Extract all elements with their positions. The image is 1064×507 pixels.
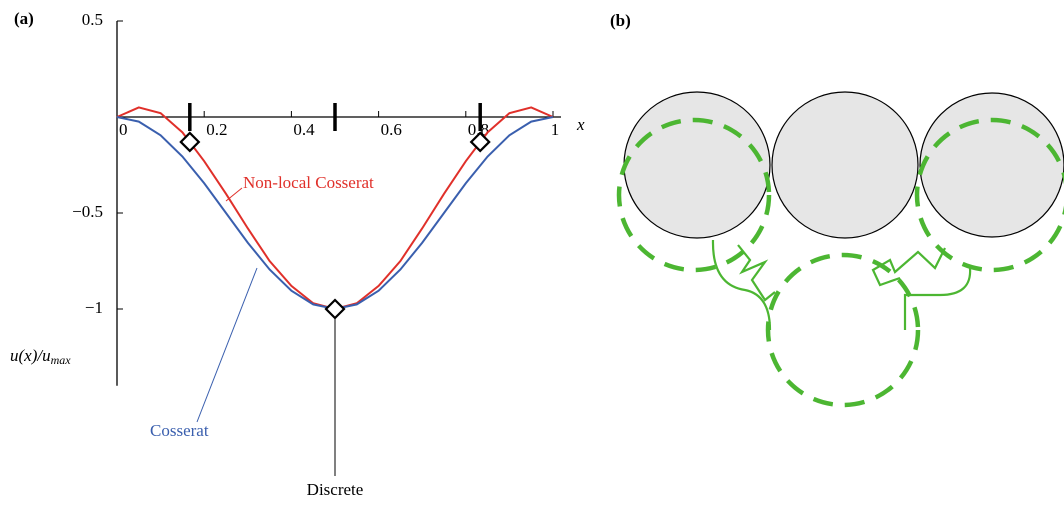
- discrete-marker: [326, 300, 344, 318]
- y-axis-label-main: u(x)/u: [10, 346, 51, 365]
- x-tick-label: 0: [119, 120, 128, 139]
- discrete-marker: [181, 133, 199, 151]
- grains: [624, 92, 1064, 238]
- y-tick-label: 0.5: [82, 10, 103, 29]
- x-tick-label: 0.2: [206, 120, 227, 139]
- spring: [738, 245, 775, 300]
- x-tick-label: 1: [551, 120, 560, 139]
- y-tick-label: −1: [85, 298, 103, 317]
- y-axis-label: u(x)/umax: [10, 346, 71, 367]
- grain: [772, 92, 918, 238]
- x-tick-label: 0.4: [293, 120, 315, 139]
- panel-b: (b): [610, 11, 1064, 405]
- grain: [624, 92, 770, 238]
- x-tick-label: 0.6: [381, 120, 402, 139]
- figure: (a) x u(x)/umax (b) 00.20.40.60.810.5−0.…: [0, 0, 1064, 502]
- series-annotation: Cosserat: [150, 421, 209, 440]
- grain: [920, 93, 1064, 237]
- y-axis-label-sub: max: [51, 353, 72, 367]
- dashed-grain: [768, 255, 918, 405]
- panel-label: (b): [610, 11, 631, 30]
- annotation-leader: [226, 188, 242, 201]
- panel-label: (a): [14, 9, 34, 28]
- series-annotation: Discrete: [307, 480, 364, 499]
- spring: [905, 268, 970, 330]
- springs: [713, 240, 970, 330]
- x-axis-label: x: [576, 115, 585, 134]
- y-tick-label: −0.5: [72, 202, 103, 221]
- annotation-leader: [197, 268, 257, 422]
- series-annotation: Non-local Cosserat: [243, 173, 374, 192]
- series-line: [117, 117, 553, 309]
